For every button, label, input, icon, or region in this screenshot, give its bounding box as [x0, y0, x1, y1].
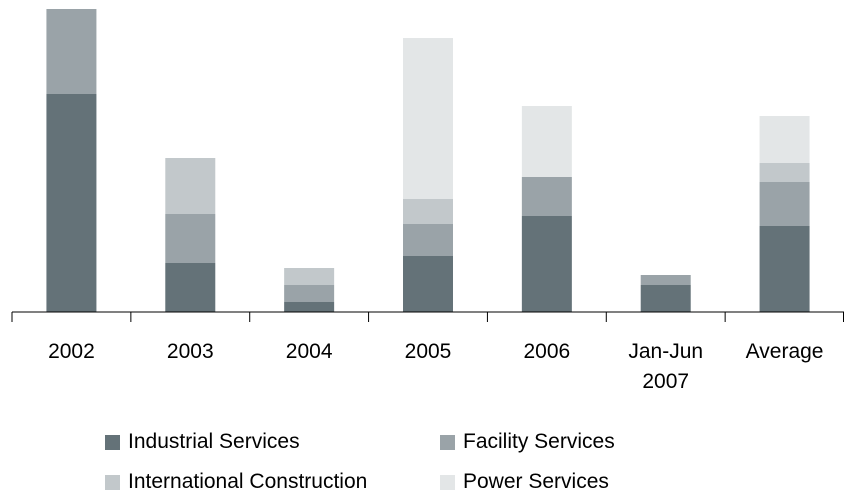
bar-segment	[521, 177, 572, 216]
bar-segment	[46, 94, 97, 312]
bar-segment	[403, 224, 453, 256]
bar-segment	[403, 256, 453, 312]
bar-segment	[403, 38, 453, 199]
bar-segment	[759, 182, 810, 226]
x-tick-label: Average	[745, 340, 824, 363]
x-tick-label: 2002	[48, 340, 95, 363]
legend-swatch	[105, 434, 120, 450]
bar-segment	[759, 163, 810, 182]
legend-swatch	[440, 474, 455, 490]
x-tick-label: 2005	[404, 340, 452, 363]
legend-item: International Construction	[105, 470, 367, 494]
legend-item: Industrial Services	[105, 430, 300, 454]
legend-label: Power Services	[463, 470, 609, 493]
legend-label: Industrial Services	[128, 430, 300, 453]
bar-segment	[165, 214, 216, 263]
x-tick-label: 2004	[285, 340, 333, 363]
x-tick-label: 2006	[523, 340, 571, 363]
bar-segment	[521, 106, 572, 177]
legend-swatch	[105, 474, 120, 490]
bar-segment	[165, 263, 216, 312]
legend-item: Power Services	[440, 470, 609, 494]
bar-segment	[759, 116, 810, 163]
legend-label: International Construction	[128, 470, 368, 493]
bar-segment	[521, 216, 572, 312]
bar-segment	[165, 158, 216, 214]
bar-segment	[640, 275, 691, 285]
bar-segment	[284, 268, 335, 285]
x-tick-label: 2003	[166, 340, 214, 363]
bar-segment	[284, 302, 335, 312]
legend-swatch	[440, 434, 455, 450]
x-tick-label: Jan-Jun 2007	[628, 340, 704, 393]
bar-segment	[759, 226, 810, 312]
bar-segment	[640, 285, 691, 312]
bar-segment	[403, 199, 453, 224]
bar-segment	[46, 9, 97, 94]
bar-segment	[284, 285, 335, 302]
legend-item: Facility Services	[440, 430, 615, 454]
legend-label: Facility Services	[463, 430, 615, 453]
